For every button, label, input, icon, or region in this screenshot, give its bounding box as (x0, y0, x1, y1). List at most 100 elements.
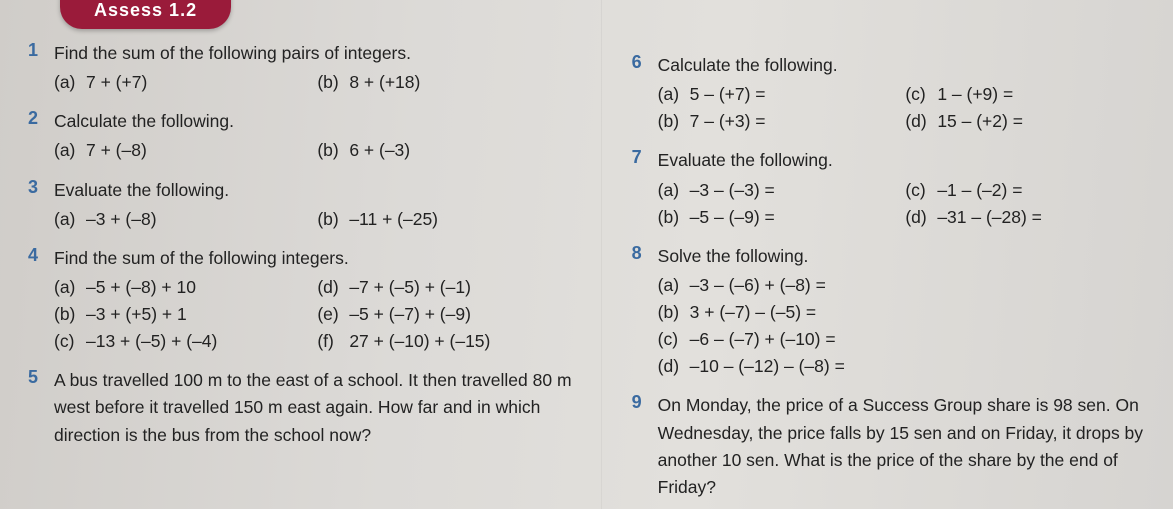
q5-text: A bus travelled 100 m to the east of a s… (54, 370, 572, 444)
prompt: Find the sum of the following integers. (54, 245, 581, 272)
worksheet-page: Assess 1.2 1 Find the sum of the followi… (0, 0, 1173, 509)
q2-part-a: (a) 7 + (–8) (54, 137, 317, 164)
q7-part-c: (c) –1 – (–2) = (905, 177, 1153, 204)
part-expr: 27 + (–10) + (–15) (349, 328, 490, 355)
q3-part-b: (b) –11 + (–25) (317, 206, 580, 233)
part-label: (b) (317, 69, 349, 96)
part-label: (a) (54, 69, 86, 96)
qbody: On Monday, the price of a Success Group … (658, 392, 1153, 501)
q6-part-c: (c) 1 – (+9) = (905, 81, 1153, 108)
qbody: Evaluate the following. (a) –3 + (–8) (b… (54, 177, 581, 233)
qbody: Solve the following. (a) –3 – (–6) + (–8… (658, 243, 1153, 381)
part-expr: 5 – (+7) = (690, 81, 766, 108)
part-expr: –1 – (–2) = (937, 177, 1022, 204)
part-expr: 3 + (–7) – (–5) = (690, 299, 816, 326)
left-column: 1 Find the sum of the following pairs of… (0, 0, 602, 509)
part-label: (b) (317, 206, 349, 233)
q4-part-a: (a) –5 + (–8) + 10 (54, 274, 317, 301)
question-1: 1 Find the sum of the following pairs of… (28, 40, 581, 96)
q4-part-e: (e) –5 + (–7) + (–9) (317, 301, 580, 328)
qbody: Find the sum of the following pairs of i… (54, 40, 581, 96)
part-expr: –11 + (–25) (349, 206, 438, 233)
qbody: Find the sum of the following integers. … (54, 245, 581, 356)
part-expr: –6 – (–7) + (–10) = (690, 326, 836, 353)
part-label: (a) (658, 272, 690, 299)
part-label: (a) (658, 177, 690, 204)
qbody: Evaluate the following. (a) –3 – (–3) = … (658, 147, 1153, 230)
question-8: 8 Solve the following. (a) –3 – (–6) + (… (632, 243, 1153, 381)
part-expr: 7 – (+3) = (690, 108, 766, 135)
qnum: 5 (28, 367, 54, 448)
qnum: 2 (28, 108, 54, 164)
prompt: Solve the following. (658, 243, 1153, 270)
q7-part-d: (d) –31 – (–28) = (905, 204, 1153, 231)
part-expr: –5 – (–9) = (690, 204, 775, 231)
assess-tab: Assess 1.2 (60, 0, 231, 29)
q6-part-d: (d) 15 – (+2) = (905, 108, 1153, 135)
part-expr: 1 – (+9) = (937, 81, 1013, 108)
part-expr: 7 + (–8) (86, 137, 147, 164)
part-label: (c) (905, 177, 937, 204)
part-label: (c) (54, 328, 86, 355)
qnum: 7 (632, 147, 658, 230)
part-label: (a) (54, 206, 86, 233)
qnum: 3 (28, 177, 54, 233)
q3-part-a: (a) –3 + (–8) (54, 206, 317, 233)
qbody: Calculate the following. (a) 7 + (–8) (b… (54, 108, 581, 164)
part-expr: –5 + (–8) + 10 (86, 274, 196, 301)
prompt: Find the sum of the following pairs of i… (54, 40, 581, 67)
part-expr: –3 – (–3) = (690, 177, 775, 204)
q4-part-f: (f) 27 + (–10) + (–15) (317, 328, 580, 355)
part-expr: 7 + (+7) (86, 69, 147, 96)
qnum: 1 (28, 40, 54, 96)
q6-part-a: (a) 5 – (+7) = (658, 81, 906, 108)
q4-part-d: (d) –7 + (–5) + (–1) (317, 274, 580, 301)
prompt: Calculate the following. (658, 52, 1153, 79)
question-5: 5 A bus travelled 100 m to the east of a… (28, 367, 581, 448)
part-label: (b) (658, 108, 690, 135)
q8-part-a: (a) –3 – (–6) + (–8) = (658, 272, 1153, 299)
part-label: (e) (317, 301, 349, 328)
part-label: (d) (905, 108, 937, 135)
part-label: (a) (658, 81, 690, 108)
part-label: (b) (658, 299, 690, 326)
part-label: (d) (658, 353, 690, 380)
part-expr: 8 + (+18) (349, 69, 420, 96)
q7-part-a: (a) –3 – (–3) = (658, 177, 906, 204)
q7-part-b: (b) –5 – (–9) = (658, 204, 906, 231)
part-expr: –7 + (–5) + (–1) (349, 274, 471, 301)
prompt: Evaluate the following. (658, 147, 1153, 174)
question-7: 7 Evaluate the following. (a) –3 – (–3) … (632, 147, 1153, 230)
right-column: 6 Calculate the following. (a) 5 – (+7) … (602, 0, 1173, 509)
qnum: 9 (632, 392, 658, 501)
part-label: (c) (658, 326, 690, 353)
q8-part-d: (d) –10 – (–12) – (–8) = (658, 353, 1153, 380)
question-9: 9 On Monday, the price of a Success Grou… (632, 392, 1153, 501)
part-label: (b) (658, 204, 690, 231)
q4-part-c: (c) –13 + (–5) + (–4) (54, 328, 317, 355)
q6-part-b: (b) 7 – (+3) = (658, 108, 906, 135)
q8-part-c: (c) –6 – (–7) + (–10) = (658, 326, 1153, 353)
qnum: 4 (28, 245, 54, 356)
part-expr: –3 + (–8) (86, 206, 157, 233)
question-3: 3 Evaluate the following. (a) –3 + (–8) … (28, 177, 581, 233)
part-label: (a) (54, 274, 86, 301)
part-label: (d) (905, 204, 937, 231)
part-expr: –5 + (–7) + (–9) (349, 301, 471, 328)
part-label: (f) (317, 328, 349, 355)
question-4: 4 Find the sum of the following integers… (28, 245, 581, 356)
question-6: 6 Calculate the following. (a) 5 – (+7) … (632, 52, 1153, 135)
qnum: 8 (632, 243, 658, 381)
tab-label: Assess 1.2 (94, 0, 197, 20)
part-expr: –13 + (–5) + (–4) (86, 328, 217, 355)
part-expr: –3 – (–6) + (–8) = (690, 272, 826, 299)
qnum: 6 (632, 52, 658, 135)
prompt: Calculate the following. (54, 108, 581, 135)
q2-part-b: (b) 6 + (–3) (317, 137, 580, 164)
part-label: (b) (54, 301, 86, 328)
q8-part-b: (b) 3 + (–7) – (–5) = (658, 299, 1153, 326)
q9-text: On Monday, the price of a Success Group … (658, 395, 1143, 496)
part-label: (c) (905, 81, 937, 108)
part-label: (d) (317, 274, 349, 301)
qbody: Calculate the following. (a) 5 – (+7) = … (658, 52, 1153, 135)
